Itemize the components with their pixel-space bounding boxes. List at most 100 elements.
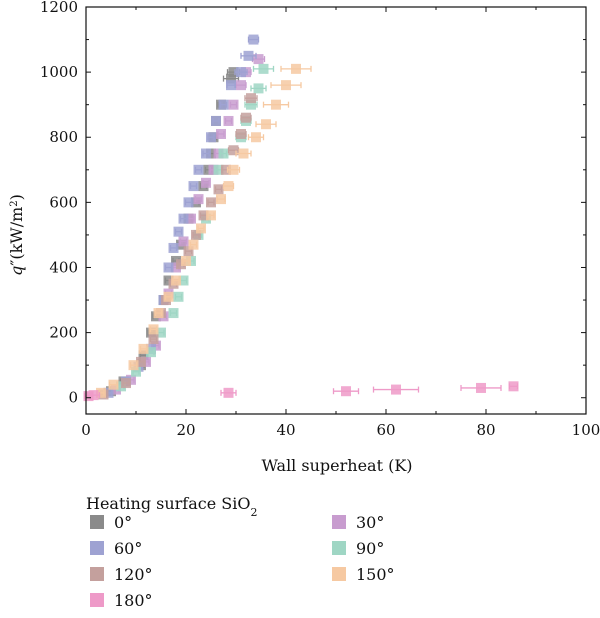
x-tick-label: 20 — [176, 421, 195, 439]
data-point — [508, 381, 519, 392]
y-axis-label-base: q — [7, 266, 26, 276]
data-point — [271, 99, 281, 110]
data-point — [238, 148, 249, 159]
data-point — [163, 291, 174, 302]
data-point — [181, 255, 191, 266]
data-point — [211, 115, 221, 126]
data-point — [168, 308, 179, 319]
data-point — [228, 67, 239, 78]
data-point — [226, 80, 236, 91]
y-tick-label: 800 — [49, 128, 78, 146]
y-axis-label-unit-close: ) — [7, 194, 26, 200]
data-point — [96, 387, 106, 398]
legend-item: 90° — [332, 539, 384, 558]
data-point — [178, 236, 189, 247]
legend-title: Heating surface SiO2 — [86, 494, 257, 519]
data-point — [138, 343, 149, 354]
data-point — [251, 132, 261, 143]
x-tick-label: 60 — [376, 421, 395, 439]
data-point — [173, 291, 184, 302]
data-point — [236, 128, 246, 139]
data-point — [253, 54, 264, 65]
y-axis-label-prime: ″ — [7, 260, 26, 266]
data-point — [193, 164, 204, 175]
legend-item: 30° — [332, 513, 384, 532]
data-point — [391, 384, 401, 395]
data-point — [201, 177, 211, 188]
data-point — [341, 386, 351, 397]
data-point — [173, 226, 184, 237]
data-point — [171, 275, 181, 286]
legend-item: 120° — [90, 565, 153, 584]
x-tick-label: 0 — [81, 421, 91, 439]
y-tick-label: 1000 — [40, 63, 78, 81]
data-point — [108, 379, 119, 390]
legend: 0° 30° 60° 90° 120° 150° 180° — [90, 513, 395, 610]
y-tick-label: 1200 — [40, 0, 78, 16]
data-point — [258, 63, 269, 74]
data-point — [253, 83, 264, 94]
data-point — [201, 148, 211, 159]
legend-swatch — [332, 515, 346, 529]
data-point — [223, 181, 234, 192]
data-point — [206, 210, 216, 221]
legend-item: 150° — [332, 565, 395, 584]
series-60° — [103, 34, 260, 398]
data-point — [206, 197, 216, 208]
y-axis-label: q″(kW/m2) — [7, 194, 26, 276]
data-point — [228, 164, 239, 175]
data-point — [228, 145, 239, 156]
data-point — [196, 223, 206, 234]
legend-swatch — [90, 593, 104, 607]
legend-title-subscript: 2 — [250, 506, 257, 519]
series-150° — [96, 63, 312, 398]
data-point — [243, 50, 254, 61]
data-point — [216, 128, 226, 139]
data-point — [121, 378, 131, 389]
data-point — [178, 275, 189, 286]
data-point — [223, 387, 234, 398]
x-tick-label: 40 — [276, 421, 295, 439]
y-axis-label-unit: (kW/m — [7, 207, 26, 260]
legend-label: 0° — [114, 513, 132, 532]
data-point — [186, 213, 196, 224]
y-tick-label: 400 — [49, 258, 78, 276]
y-tick-label: 200 — [49, 324, 78, 342]
data-point — [281, 80, 291, 91]
series-30° — [111, 54, 266, 395]
data-point — [206, 132, 216, 143]
x-tick-label: 80 — [476, 421, 495, 439]
data-point — [223, 115, 234, 126]
data-point — [213, 164, 224, 175]
legend-swatch — [90, 541, 104, 555]
data-point — [178, 213, 189, 224]
data-point — [148, 334, 159, 345]
data-point — [236, 67, 246, 78]
data-point — [138, 350, 149, 361]
data-point — [476, 382, 486, 393]
data-point — [216, 194, 226, 205]
data-point — [168, 242, 179, 253]
legend-item: 60° — [90, 539, 142, 558]
data-point — [218, 148, 229, 159]
y-tick-label: 0 — [68, 389, 78, 407]
legend-title-text: Heating surface SiO — [86, 494, 250, 513]
legend-label: 60° — [114, 539, 142, 558]
legend-label: 30° — [356, 513, 384, 532]
data-point — [183, 246, 194, 257]
data-point — [291, 63, 301, 74]
data-point — [148, 324, 159, 335]
data-point — [241, 112, 251, 123]
data-point — [131, 366, 141, 377]
data-point — [136, 356, 146, 367]
data-point — [153, 308, 164, 319]
data-point — [218, 99, 229, 110]
legend-item: 0° — [90, 513, 132, 532]
data-point — [128, 360, 139, 371]
data-point — [246, 93, 256, 104]
data-point — [191, 229, 201, 240]
data-point — [188, 239, 199, 250]
data-point — [236, 80, 246, 91]
